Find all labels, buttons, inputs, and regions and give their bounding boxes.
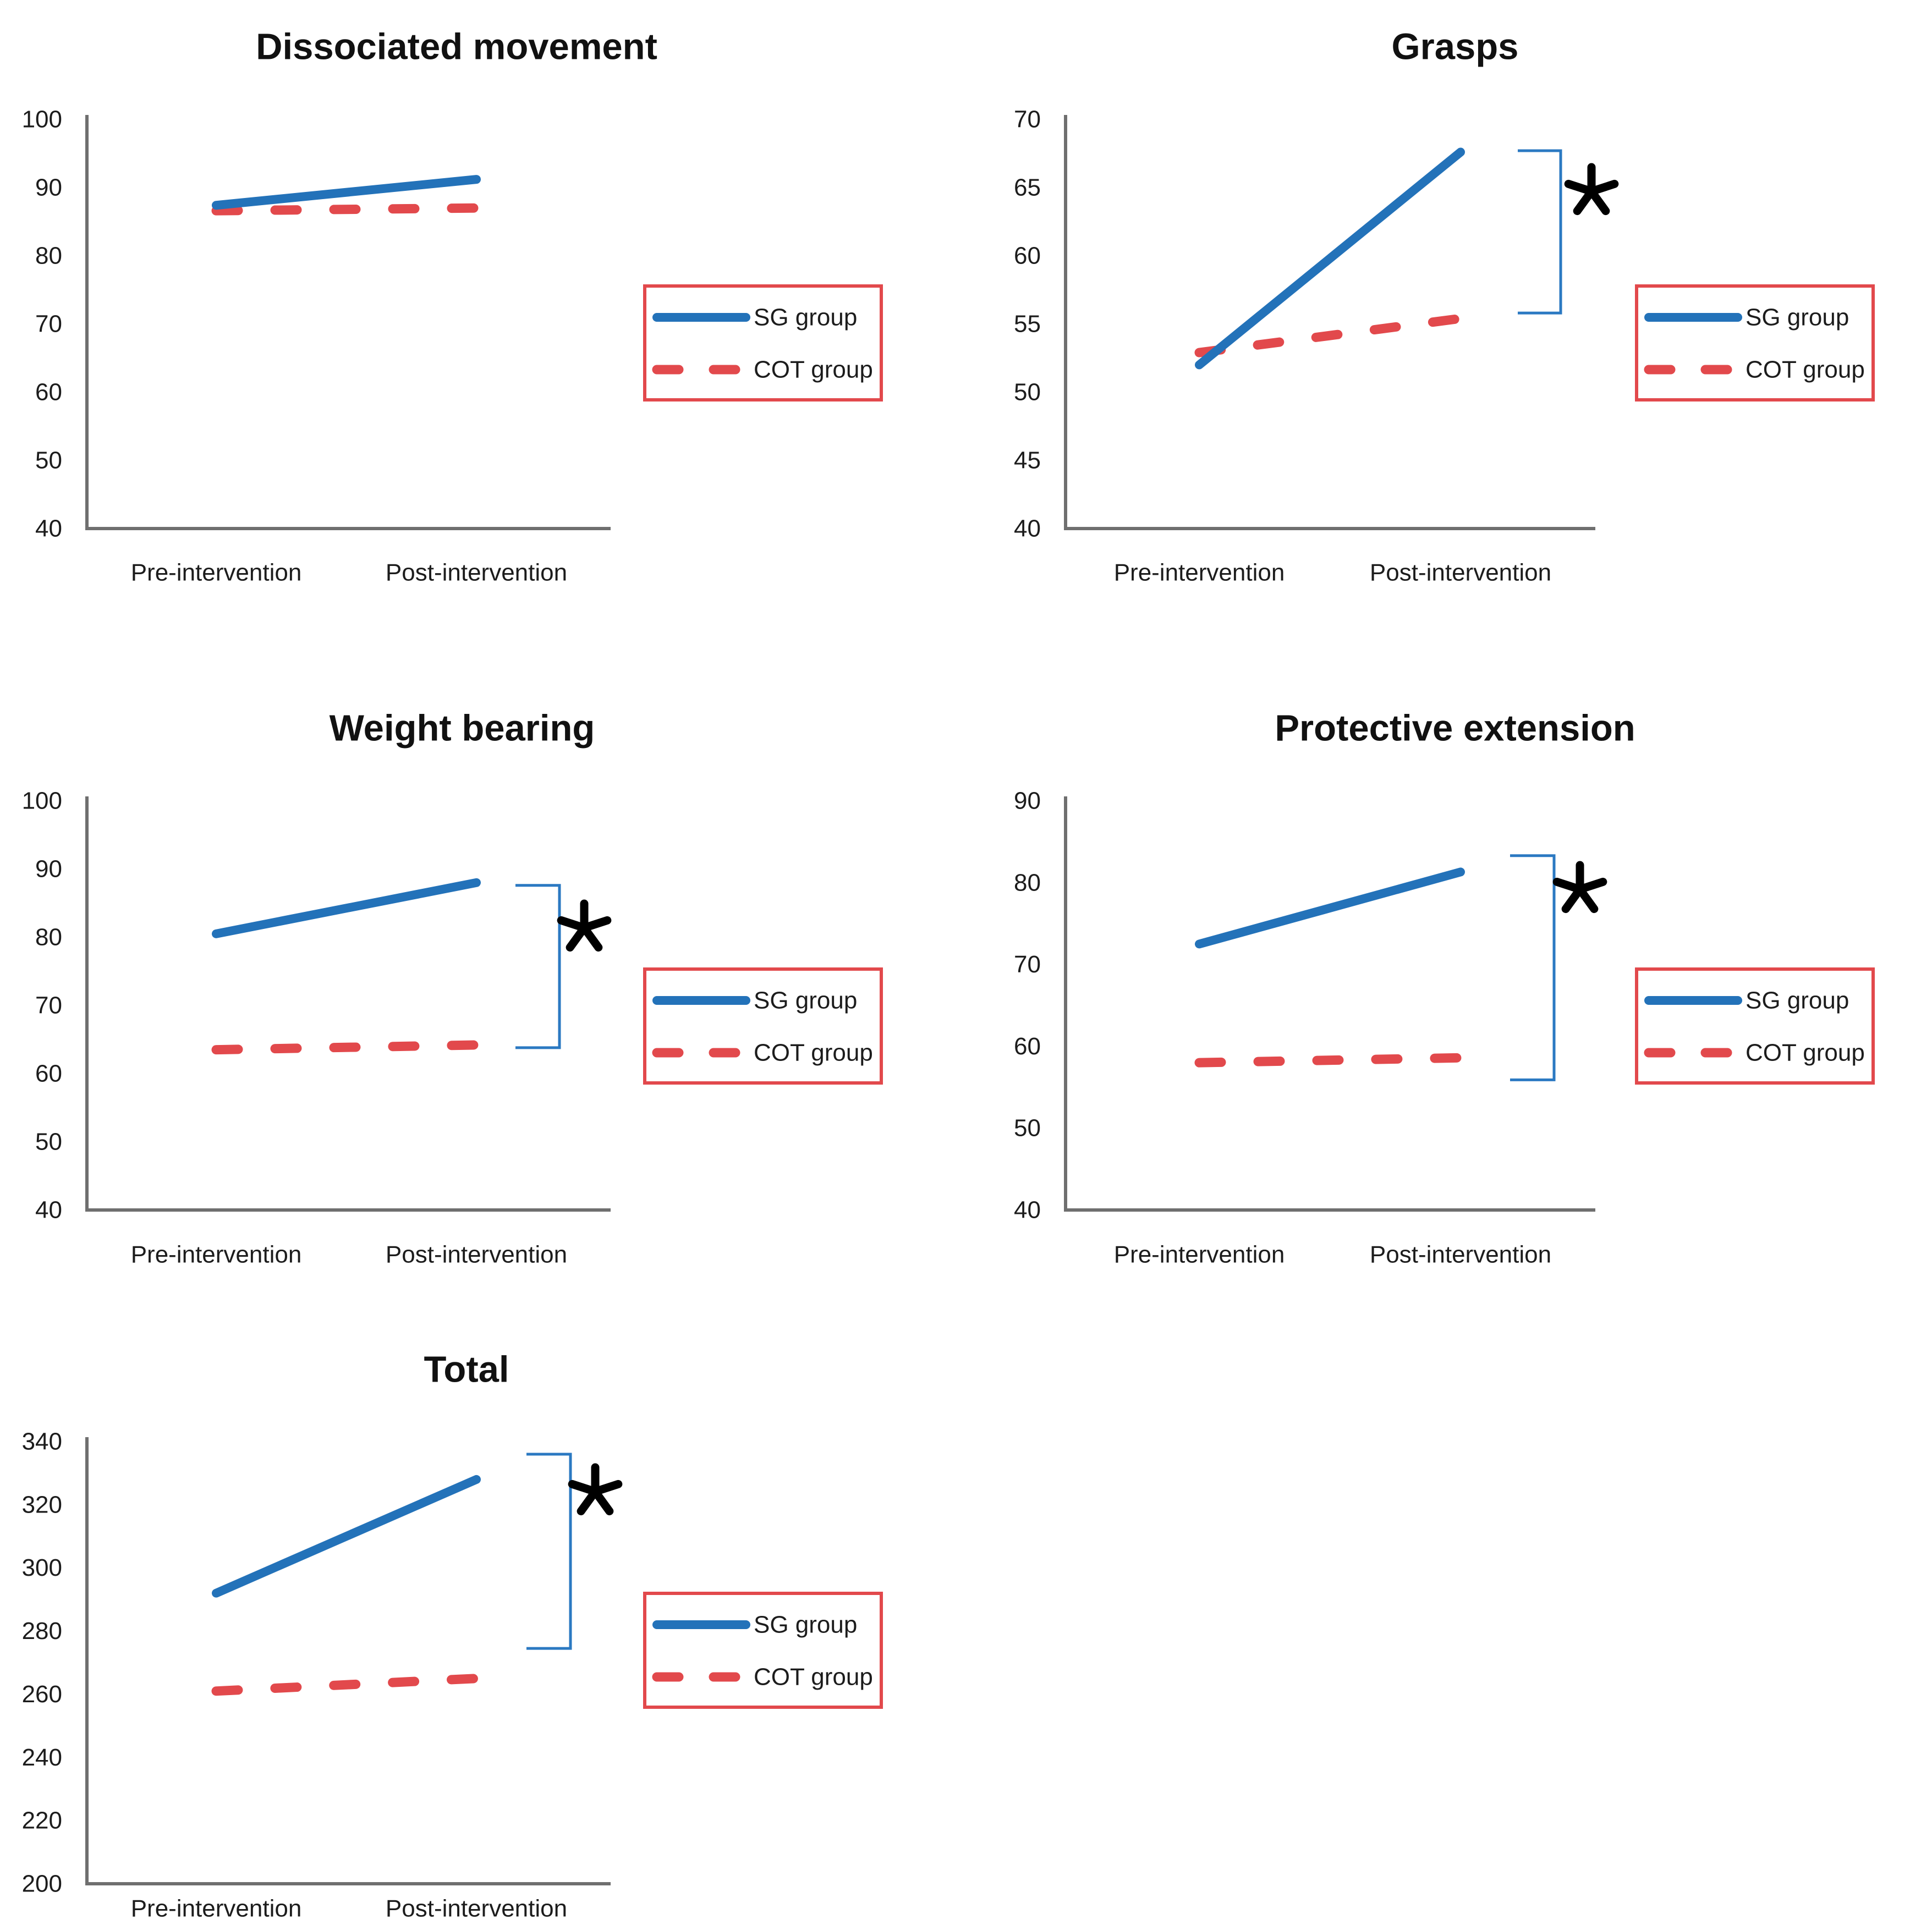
significance-bracket (526, 1453, 572, 1650)
y-tick-label: 100 (22, 106, 62, 133)
y-tick-label: 100 (22, 788, 62, 815)
y-tick-label: 45 (1014, 447, 1041, 474)
legend-box: SG group COT group (643, 1592, 883, 1709)
y-tick-label: 40 (1014, 1197, 1041, 1224)
y-tick-label: 300 (22, 1554, 62, 1581)
y-tick-label: 50 (35, 447, 62, 474)
legend-box: SG group COT group (1635, 967, 1875, 1085)
legend-sg-label: SG group (1746, 304, 1849, 331)
y-tick-label: 80 (1014, 869, 1041, 896)
chart-title: Dissociated movement (256, 26, 657, 68)
legend-cot-label: COT group (1746, 1040, 1865, 1066)
cot-group-line (211, 1040, 481, 1055)
y-tick-label: 50 (35, 1129, 62, 1156)
legend-box: SG group COT group (1635, 284, 1875, 402)
legend-border (1635, 967, 1875, 1085)
chart-title: Weight bearing (330, 708, 595, 749)
x-category-label: Post-intervention (1370, 1241, 1551, 1268)
legend-cot-label: COT group (754, 1664, 873, 1691)
significance-bracket (1510, 854, 1556, 1081)
sg-group-line (1195, 867, 1465, 949)
y-tick-label: 280 (22, 1618, 62, 1645)
chart-panel-dissociated-movement: Dissociated movement 40 50 60 70 80 90 100 Pre-i… (22, 26, 883, 586)
cot-group-line (1194, 1053, 1466, 1068)
y-tick-label: 50 (1014, 379, 1041, 406)
legend-box: SG group COT group (643, 284, 883, 402)
sg-group-line (1195, 147, 1465, 370)
chart-title: Grasps (1392, 26, 1519, 68)
legend-border (643, 1592, 883, 1709)
legend-cot-label: COT group (754, 1040, 873, 1066)
legend-sg-label: SG group (1746, 987, 1849, 1014)
legend-cot-label: COT group (1746, 356, 1865, 383)
y-tick-label: 340 (22, 1428, 62, 1455)
y-tick-label: 40 (1014, 515, 1041, 542)
sg-group-line (212, 878, 481, 938)
y-tick-label: 60 (1014, 243, 1041, 270)
sg-group-line (212, 1475, 481, 1598)
chart-panel-total: Total 200 220 240 260 280 300 320 340 Pre-interve… (22, 1349, 883, 1922)
legend-border (643, 284, 883, 402)
y-tick-label: 55 (1014, 311, 1041, 338)
significance-bracket (515, 884, 561, 1049)
y-tick-label: 70 (35, 311, 62, 338)
x-category-label: Post-intervention (386, 559, 567, 586)
cot-group-line (1194, 314, 1466, 358)
y-tick-label: 320 (22, 1491, 62, 1518)
y-tick-label: 60 (35, 1060, 62, 1087)
y-tick-label: 40 (35, 515, 62, 542)
x-category-label: Pre-intervention (1114, 559, 1285, 586)
y-tick-label: 70 (1014, 951, 1041, 978)
chart-title: Total (424, 1349, 509, 1390)
significance-asterisk-spoke (1564, 179, 1596, 196)
y-tick-label: 70 (1014, 106, 1041, 133)
legend-border (643, 967, 883, 1085)
significance-bracket (1518, 149, 1562, 315)
cot-group-line (211, 1674, 481, 1696)
legend-sg-label: SG group (754, 987, 857, 1014)
chart-title: Protective extension (1275, 708, 1635, 749)
legend-sg-label: SG group (754, 1612, 857, 1638)
y-tick-label: 260 (22, 1681, 62, 1708)
y-tick-label: 200 (22, 1871, 62, 1898)
y-tick-label: 90 (35, 174, 62, 201)
y-tick-label: 60 (35, 379, 62, 406)
y-tick-label: 240 (22, 1744, 62, 1771)
x-category-label: Post-intervention (386, 1895, 567, 1922)
significance-asterisk-spoke (568, 1480, 600, 1496)
y-tick-label: 60 (1014, 1033, 1041, 1060)
y-tick-label: 90 (1014, 788, 1041, 815)
significance-asterisk-spoke (1552, 877, 1584, 894)
y-tick-label: 220 (22, 1807, 62, 1834)
y-tick-label: 50 (1014, 1115, 1041, 1142)
y-tick-label: 80 (35, 924, 62, 951)
chart-panel-grasps: Grasps 40 45 50 55 60 65 70 Pre-intervention Post… (1014, 26, 1875, 586)
x-category-label: Post-intervention (386, 1241, 567, 1268)
legend-border (1635, 284, 1875, 402)
y-tick-label: 70 (35, 992, 62, 1019)
y-tick-label: 80 (35, 243, 62, 270)
x-category-label: Pre-intervention (131, 559, 302, 586)
x-category-label: Pre-intervention (131, 1895, 302, 1922)
legend-sg-label: SG group (754, 304, 857, 331)
x-category-label: Pre-intervention (131, 1241, 302, 1268)
sg-group-line (212, 175, 481, 210)
y-tick-label: 40 (35, 1197, 62, 1224)
legend-cot-label: COT group (754, 356, 873, 383)
legend-box: SG group COT group (643, 967, 883, 1085)
chart-panel-weight-bearing: Weight bearing 40 50 60 70 80 90 100 Pre-interve… (22, 708, 883, 1268)
y-tick-label: 65 (1014, 174, 1041, 201)
x-category-label: Pre-intervention (1114, 1241, 1285, 1268)
x-category-label: Post-intervention (1370, 559, 1551, 586)
significance-asterisk-spoke (557, 916, 589, 932)
cot-group-line (211, 203, 481, 216)
y-tick-label: 90 (35, 856, 62, 883)
chart-panel-protective-extension: Protective extension 40 50 60 70 80 90 Pre-inte… (1014, 708, 1875, 1268)
